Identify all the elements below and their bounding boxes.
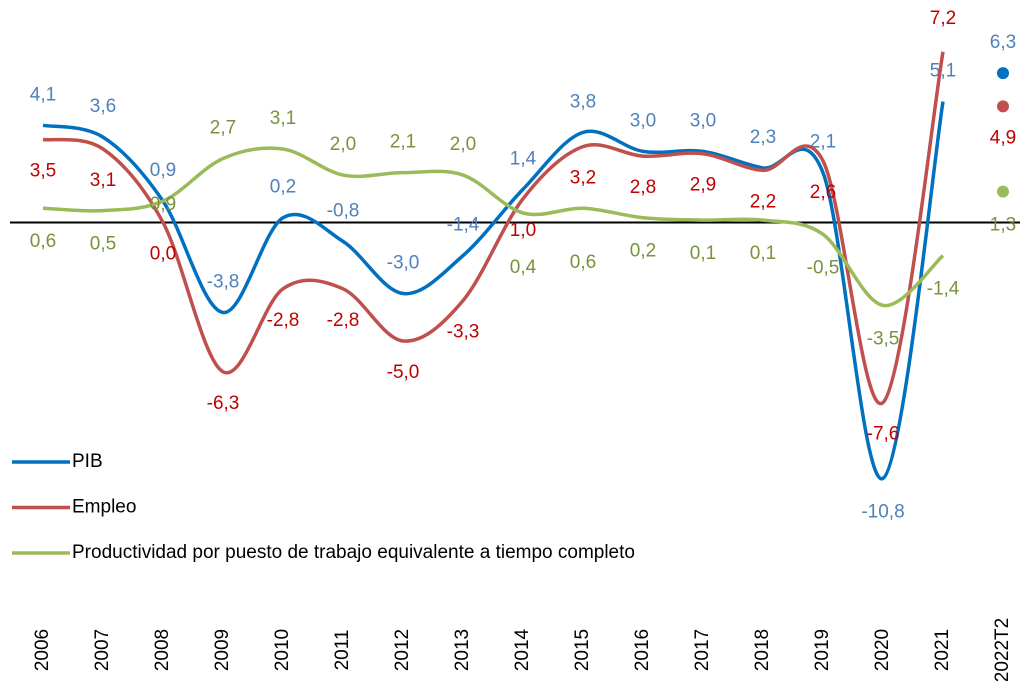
data-label: 3,1 xyxy=(270,108,296,129)
data-label: -10,8 xyxy=(861,501,904,522)
data-label: 2,9 xyxy=(690,175,716,196)
data-label: 1,4 xyxy=(510,148,537,169)
data-label: 3,5 xyxy=(30,161,56,182)
data-label: 3,1 xyxy=(90,170,116,191)
x-tick-label: 2020 xyxy=(872,629,893,671)
x-tick-label: 2011 xyxy=(332,630,353,671)
data-label: 0,1 xyxy=(750,243,776,264)
x-tick-label: 2008 xyxy=(152,629,173,671)
series-line xyxy=(42,101,945,481)
data-label: 2,0 xyxy=(450,134,476,155)
x-tick-label: 2010 xyxy=(272,629,293,671)
data-label: -2,8 xyxy=(327,310,360,331)
x-tick-label: 2012 xyxy=(392,629,413,671)
x-tick-label: 2021 xyxy=(932,629,953,671)
data-label: -1,4 xyxy=(927,279,960,300)
legend-label: Empleo xyxy=(72,497,136,518)
data-label: -3,8 xyxy=(207,272,240,293)
x-tick-label: 2017 xyxy=(692,629,713,671)
legend-label: Productividad por puesto de trabajo equi… xyxy=(72,542,635,563)
data-label: -7,6 xyxy=(867,424,900,445)
data-label: -3,0 xyxy=(387,253,420,274)
data-label: 3,8 xyxy=(570,91,596,112)
data-label: 2,2 xyxy=(750,191,776,212)
x-tick-label: 2014 xyxy=(512,628,533,671)
data-label: 4,9 xyxy=(990,127,1016,148)
x-tick-label: 2019 xyxy=(812,629,833,671)
data-label: 2,1 xyxy=(390,132,416,153)
series-line xyxy=(42,146,945,308)
x-tick-label: 2022T2 xyxy=(992,618,1013,681)
data-label: 6,3 xyxy=(990,32,1016,53)
data-label: 2,7 xyxy=(210,117,236,138)
data-label: 0,0 xyxy=(150,243,176,264)
data-label: 2,6 xyxy=(810,182,836,203)
point-marker xyxy=(997,185,1009,198)
point-marker xyxy=(997,67,1009,80)
data-label: -1,4 xyxy=(447,215,480,236)
data-label: 3,0 xyxy=(630,110,656,131)
data-label: -6,3 xyxy=(207,393,240,414)
data-label: 0,4 xyxy=(510,257,537,278)
x-tick-label: 2013 xyxy=(452,629,473,671)
data-label: 0,6 xyxy=(570,252,596,273)
x-tick-label: 2006 xyxy=(32,629,53,671)
data-label: 0,2 xyxy=(630,241,656,262)
x-tick-label: 2016 xyxy=(632,629,653,671)
data-label: 0,2 xyxy=(270,177,296,198)
data-label: 0,6 xyxy=(30,231,56,252)
data-label: 3,2 xyxy=(570,168,596,189)
data-label: 5,1 xyxy=(930,61,956,82)
data-label: 7,2 xyxy=(930,8,956,29)
data-label: 3,6 xyxy=(90,96,116,117)
data-label: 0,9 xyxy=(150,194,176,215)
point-marker xyxy=(997,100,1009,113)
data-label: 1,3 xyxy=(990,215,1016,236)
data-label: -0,5 xyxy=(807,257,840,278)
data-label: 1,0 xyxy=(510,220,536,241)
data-label: -5,0 xyxy=(387,362,420,383)
legend-label: PIB xyxy=(72,451,103,472)
data-label: -2,8 xyxy=(267,310,300,331)
series-line xyxy=(42,51,945,406)
data-label: 3,0 xyxy=(690,110,716,131)
data-label: 2,8 xyxy=(630,177,656,198)
data-label: 0,5 xyxy=(90,234,116,255)
data-label: -0,8 xyxy=(327,200,360,221)
x-tick-label: 2015 xyxy=(572,629,593,671)
data-label: -3,5 xyxy=(867,328,900,349)
data-label: 4,1 xyxy=(30,84,56,105)
x-tick-label: 2018 xyxy=(752,629,773,671)
data-label: 2,1 xyxy=(810,132,836,153)
data-label: 0,1 xyxy=(690,243,716,264)
data-label: 2,3 xyxy=(750,127,776,148)
data-label: -3,3 xyxy=(447,322,480,343)
x-tick-label: 2009 xyxy=(212,629,233,671)
data-label: 2,0 xyxy=(330,134,356,155)
data-label: 0,9 xyxy=(150,160,176,181)
x-tick-label: 2007 xyxy=(92,629,113,671)
